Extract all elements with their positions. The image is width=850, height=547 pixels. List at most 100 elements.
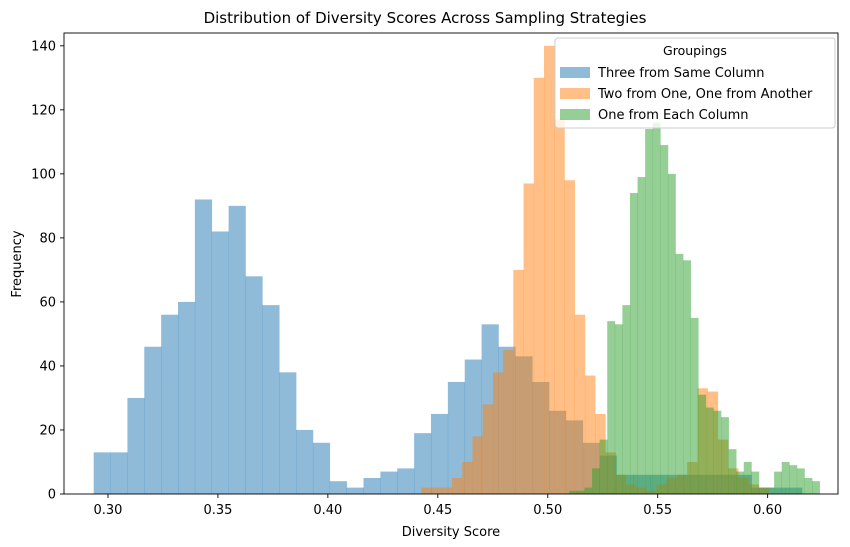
histogram-bar — [705, 407, 714, 494]
histogram-bar — [472, 436, 483, 495]
legend-title: Groupings — [663, 43, 727, 58]
histogram-bar — [447, 381, 466, 494]
histogram-bar — [804, 477, 813, 494]
x-tick-label: 0.55 — [643, 503, 672, 518]
histogram-bar — [721, 417, 729, 494]
histogram-bar — [554, 119, 565, 494]
histogram-bar — [127, 397, 145, 494]
histogram-bar — [812, 481, 820, 494]
x-tick-label: 0.50 — [533, 503, 562, 518]
histogram-bar — [161, 314, 179, 494]
x-axis-ticks: 0.30 0.35 0.40 0.45 0.50 0.55 0.60 — [94, 494, 782, 518]
y-tick-label: 80 — [39, 231, 56, 246]
histogram-bar — [622, 305, 631, 494]
plot-area — [93, 45, 820, 495]
histogram-bar — [397, 468, 415, 494]
y-tick-label: 60 — [39, 295, 56, 310]
y-tick-label: 20 — [39, 423, 56, 438]
histogram-bar — [346, 487, 364, 494]
histogram-bar — [569, 490, 578, 494]
histogram-bar — [629, 193, 638, 494]
histogram-bar — [533, 77, 545, 494]
legend-swatch — [560, 88, 590, 99]
histogram-bar — [262, 305, 280, 494]
histogram-bar — [363, 477, 381, 494]
histogram-bar — [599, 439, 608, 494]
histogram-bar — [492, 372, 504, 494]
y-axis-ticks: 0 20 40 60 80 100 120 140 — [31, 39, 64, 503]
histogram-bar — [414, 433, 432, 494]
histogram-bar — [584, 487, 593, 494]
histogram-bar — [211, 231, 229, 495]
axes-frame — [63, 32, 839, 495]
histogram-bar — [110, 452, 128, 494]
histogram-bar — [574, 314, 586, 494]
x-tick-label: 0.40 — [313, 503, 342, 518]
histogram-bar — [430, 413, 449, 494]
histogram-bar — [758, 487, 767, 494]
histogram-bar — [178, 301, 196, 494]
histogram-bar — [312, 442, 331, 494]
histogram-bar — [645, 129, 654, 495]
y-tick-label: 100 — [31, 167, 56, 182]
legend-box — [554, 37, 836, 129]
histogram-bar — [564, 180, 575, 494]
histogram-bar — [592, 468, 600, 494]
histogram-bar — [713, 410, 722, 494]
histogram-bar — [93, 452, 111, 494]
legend: Groupings Three from Same Column Two from … — [554, 37, 836, 129]
x-axis-label: Diversity Score — [402, 525, 500, 540]
histogram-bar — [228, 205, 246, 495]
histogram-bar — [513, 269, 524, 494]
legend-entry-label: Two from One, One from Another — [597, 87, 813, 102]
histogram-bar — [441, 487, 453, 494]
histogram-bar — [660, 145, 669, 495]
histogram-bar — [683, 260, 691, 494]
histogram-bar — [728, 449, 737, 494]
histogram-bar — [751, 471, 760, 494]
chart-title: Distribution of Diversity Scores Across … — [204, 9, 647, 27]
histogram-bar — [796, 468, 805, 494]
legend-swatch — [560, 109, 590, 120]
x-tick-label: 0.60 — [753, 503, 782, 518]
histogram-bar — [675, 253, 684, 494]
histogram-bar — [451, 477, 463, 494]
histogram-bar — [194, 199, 213, 494]
y-tick-label: 120 — [31, 103, 56, 118]
histogram-bar — [279, 372, 297, 494]
legend-swatch — [560, 67, 590, 78]
histogram-bar — [652, 122, 661, 494]
histogram-bar — [607, 321, 616, 495]
histogram-bar — [766, 487, 775, 494]
histogram-bar — [690, 317, 699, 494]
histogram-bar — [144, 346, 162, 494]
histogram-bar — [503, 349, 514, 494]
y-tick-label: 0 — [48, 488, 56, 503]
y-axis-label: Frequency — [10, 230, 25, 297]
histogram-bar — [614, 324, 623, 494]
legend-entry-label: Three from Same Column — [597, 66, 765, 81]
histogram-bar — [329, 481, 347, 494]
histogram-bar — [380, 471, 398, 494]
histogram-bar — [482, 404, 494, 494]
histogram-bar — [431, 487, 443, 494]
series-3-bars — [569, 122, 820, 495]
x-tick-label: 0.35 — [203, 503, 232, 518]
histogram-bar — [774, 471, 783, 494]
y-tick-label: 140 — [31, 39, 56, 54]
histogram-bar — [789, 465, 798, 494]
histogram-bar — [584, 375, 596, 494]
histogram-bar — [667, 173, 676, 495]
histogram-bar — [421, 487, 432, 494]
legend-entry-label: One from Each Column — [598, 108, 748, 123]
histogram-bar — [576, 490, 585, 494]
histogram-bar — [698, 394, 707, 494]
histogram-bar — [781, 461, 790, 494]
y-tick-label: 40 — [39, 359, 56, 374]
x-tick-label: 0.30 — [94, 503, 123, 518]
histogram-bar — [736, 471, 745, 494]
histogram-bar — [743, 461, 752, 494]
histogram-bar — [544, 45, 555, 495]
histogram-bar — [245, 276, 263, 494]
